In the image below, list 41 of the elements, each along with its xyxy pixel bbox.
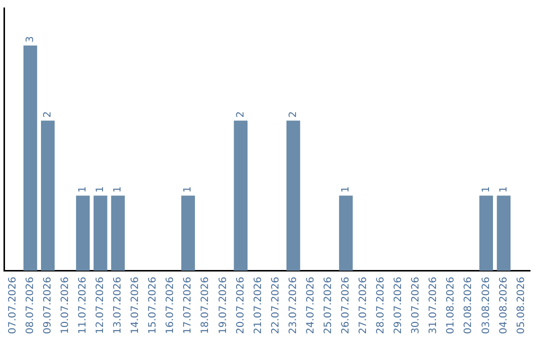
x-tick-label: 14.07.2026 xyxy=(130,276,142,334)
x-tick-label: 21.07.2026 xyxy=(252,276,264,334)
data-label: 1 xyxy=(182,186,194,193)
x-tick-label: 15.07.2026 xyxy=(148,276,159,334)
data-label: 2 xyxy=(288,111,299,118)
data-label: 1 xyxy=(340,186,352,193)
x-tick-label: 01.08.2026 xyxy=(446,276,457,334)
data-label: 3 xyxy=(24,36,36,43)
x-tick-label: 16.07.2026 xyxy=(165,276,176,334)
x-tick-label: 30.07.2026 xyxy=(410,276,422,334)
x-tick-label: 24.07.2026 xyxy=(305,276,316,334)
data-label: 1 xyxy=(112,186,124,193)
x-tick-label: 08.07.2026 xyxy=(24,276,36,334)
x-tick-label: 18.07.2026 xyxy=(200,276,212,334)
x-tick-label: 31.07.2026 xyxy=(428,276,440,334)
x-tick-label: 25.07.2026 xyxy=(322,276,334,334)
data-label: 1 xyxy=(95,186,106,193)
x-tick-label: 11.07.2026 xyxy=(77,276,88,334)
x-tick-label: 13.07.2026 xyxy=(112,276,124,334)
x-tick-label: 09.07.2026 xyxy=(42,276,54,334)
x-tick-label: 20.07.2026 xyxy=(235,276,246,334)
x-tick-label: 22.07.2026 xyxy=(270,276,282,334)
x-tick-label: 23.07.2026 xyxy=(288,276,299,334)
x-tick-label: 29.07.2026 xyxy=(393,276,404,334)
x-tick-label: 02.08.2026 xyxy=(463,276,474,334)
x-tick-label: 05.08.2026 xyxy=(516,276,527,334)
data-label: 1 xyxy=(480,186,492,193)
data-label: 1 xyxy=(498,186,510,193)
x-tick-label: 03.08.2026 xyxy=(480,276,492,334)
x-tick-label: 12.07.2026 xyxy=(95,276,106,334)
data-label: 2 xyxy=(42,111,54,118)
x-tick-label: 17.07.2026 xyxy=(182,276,194,334)
x-tick-label: 19.07.2026 xyxy=(218,276,229,334)
x-tick-label: 10.07.2026 xyxy=(60,276,71,334)
x-tick-label: 27.07.2026 xyxy=(358,276,370,334)
x-tick-label: 07.07.2026 xyxy=(7,276,18,334)
x-tick-label: 28.07.2026 xyxy=(376,276,387,334)
data-label: 1 xyxy=(77,186,88,193)
x-tick-label: 26.07.2026 xyxy=(340,276,352,334)
x-tick-label: 04.08.2026 xyxy=(498,276,510,334)
data-label: 2 xyxy=(235,111,246,118)
